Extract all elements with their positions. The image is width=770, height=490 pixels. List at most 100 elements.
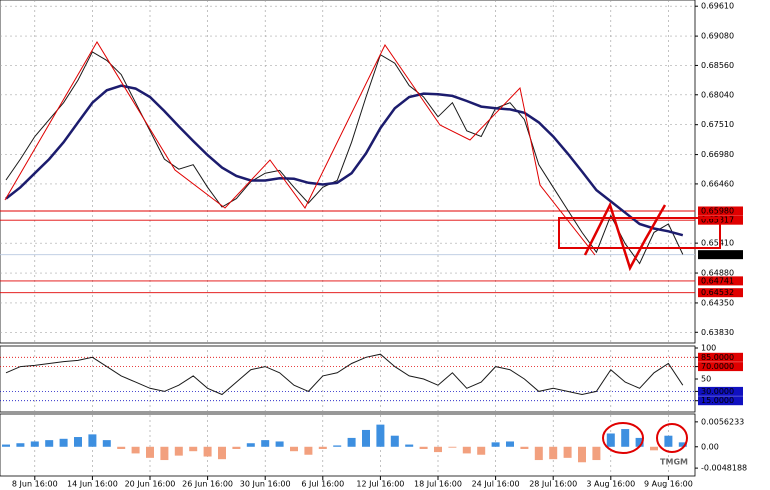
x-tick-label: 3 Aug 16:00 <box>586 480 635 489</box>
histogram-bar <box>88 434 97 447</box>
histogram-bar <box>506 441 514 447</box>
histogram-bar <box>45 440 54 447</box>
h-line-label: 0.65206 <box>701 250 734 259</box>
watermark: TMGM <box>660 458 688 467</box>
y-tick-label: -0.0048188 <box>701 464 747 473</box>
histogram-bar <box>290 446 298 452</box>
y-tick-label: 0.66460 <box>701 179 734 188</box>
y-tick-label: 0.67510 <box>701 120 734 129</box>
histogram-bar <box>102 440 111 447</box>
histogram-bar <box>333 445 342 447</box>
histogram-bar <box>405 444 414 447</box>
histogram-bar <box>30 441 39 447</box>
histogram-bar <box>520 446 529 449</box>
h-line-label-box <box>698 288 743 298</box>
x-tick-label: 28 Jul 16:00 <box>529 480 577 489</box>
histogram-bar <box>117 446 126 449</box>
oscillator-panel <box>0 345 696 413</box>
histogram-bar <box>160 446 169 461</box>
histogram-bar <box>578 446 586 463</box>
y-tick-label: 0.64350 <box>701 298 734 307</box>
highlight-ellipse <box>656 423 688 453</box>
h-line-label-box <box>698 250 743 260</box>
histogram-bar <box>74 437 82 447</box>
histogram-bar <box>491 442 500 447</box>
x-tick-label: 30 Jun 16:00 <box>240 480 291 489</box>
y-tick-label: 0.68560 <box>701 61 734 70</box>
histogram-bar <box>146 446 154 458</box>
histogram-bar <box>246 443 255 447</box>
histogram-bar <box>678 442 687 447</box>
y-tick-label: 0.68040 <box>701 90 734 99</box>
y-tick-label: 0.65410 <box>701 239 734 248</box>
histogram-bar <box>318 446 327 449</box>
histogram-bar <box>419 446 428 449</box>
h-line-label: 0.64741 <box>701 276 734 285</box>
histogram-bar <box>232 446 241 449</box>
x-tick-label: 26 Jun 16:00 <box>182 480 233 489</box>
histogram-bar <box>261 440 270 447</box>
histogram-bar <box>2 444 10 447</box>
series-line <box>5 353 684 396</box>
h-line-label-box <box>698 276 743 286</box>
drawings <box>4 41 721 454</box>
histogram-bar <box>131 446 140 454</box>
histogram-bar <box>635 437 644 447</box>
histogram-bar <box>650 446 658 451</box>
y-tick-label: 100 <box>701 344 716 353</box>
drawn-zigzag <box>583 201 667 272</box>
y-tick-label: 0.0056233 <box>701 417 744 426</box>
histogram-bar <box>218 446 226 460</box>
histogram-bar <box>606 433 615 447</box>
histogram-bar <box>275 441 284 447</box>
h-line-label: 0.64532 <box>701 288 734 297</box>
histogram-bar <box>189 446 198 452</box>
y-tick-label: 0.69080 <box>701 32 734 41</box>
y-tick-label: 0.63830 <box>701 328 734 337</box>
histogram-bar <box>304 446 313 455</box>
y-tick-label: 0.69610 <box>701 2 734 11</box>
level-label-box <box>698 352 743 362</box>
x-tick-label: 8 Jun 16:00 <box>12 480 58 489</box>
y-tick-label: 15.0000 <box>701 396 734 405</box>
histogram-bar <box>477 446 486 455</box>
histogram-bar <box>347 437 356 447</box>
histogram-bar <box>16 443 25 447</box>
y-tick-label: 0.66980 <box>701 150 734 159</box>
series-line <box>5 84 684 237</box>
histogram-bar <box>203 446 212 457</box>
histogram-bar <box>390 435 399 447</box>
y-tick-label: 50 <box>701 375 711 384</box>
highlight-ellipse <box>602 422 644 454</box>
histogram-bar <box>448 446 457 448</box>
zigzag-indicator <box>4 41 596 256</box>
x-tick-label: 24 Jul 16:00 <box>472 480 520 489</box>
level-label-box <box>698 396 743 406</box>
y-tick-label: 85.0000 <box>701 353 734 362</box>
histogram-bar <box>174 446 183 456</box>
histogram-bar <box>362 429 370 447</box>
x-tick-label: 20 Jun 16:00 <box>125 480 176 489</box>
histogram-bar <box>59 438 68 447</box>
histogram-bar <box>563 446 572 458</box>
y-tick-label: 0.00 <box>701 442 719 451</box>
level-label-box <box>698 362 743 372</box>
h-line-label-box <box>698 206 743 216</box>
h-line-label: 0.65980 <box>701 206 734 215</box>
histogram-bar <box>592 446 601 461</box>
histogram-bar <box>462 446 471 454</box>
x-tick-label: 18 Jul 16:00 <box>414 480 462 489</box>
histogram-panel <box>0 413 696 477</box>
histogram-bar <box>621 429 630 447</box>
histogram-bar <box>434 446 442 453</box>
level-label-box <box>698 386 743 396</box>
x-tick-label: 9 Aug 16:00 <box>644 480 693 489</box>
x-tick-label: 14 Jun 16:00 <box>67 480 118 489</box>
h-line-label: 0.65817 <box>701 216 734 225</box>
y-tick-label: 70.0000 <box>701 362 734 371</box>
x-tick-label: 6 Jul 16:00 <box>301 480 344 489</box>
y-tick-label: 30.0000 <box>701 387 734 396</box>
series-line <box>5 51 684 265</box>
histogram-bar <box>534 446 543 461</box>
y-tick-label: 0.64880 <box>701 269 734 278</box>
